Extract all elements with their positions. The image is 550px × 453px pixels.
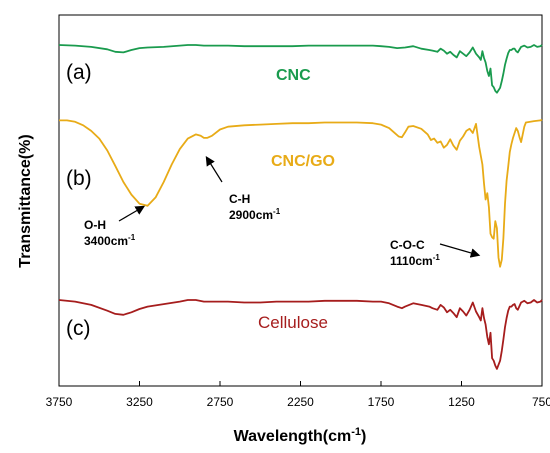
series-label-cnc-go: CNC/GO (271, 153, 335, 170)
x-tick-label: 2750 (207, 395, 234, 409)
annotation-ch-arrow (205, 155, 223, 183)
annotation-oh-number: 3400cm (84, 234, 128, 248)
x-tick-label: 1750 (368, 395, 395, 409)
series-lines (58, 44, 543, 370)
x-tick-label: 3250 (126, 395, 153, 409)
annotation-coc-label: C-O-C (390, 238, 425, 252)
x-tick-label: 2250 (287, 395, 314, 409)
x-tick-label: 1250 (448, 395, 475, 409)
series-line-cnc-go (59, 118, 543, 268)
annotation-oh-sup: -1 (128, 233, 136, 242)
x-axis-title: Wavelength(cm-1) (234, 426, 367, 445)
x-axis-title-main: Wavelength(cm (234, 428, 352, 445)
x-tick-label: 750 (532, 395, 550, 409)
annotation-ch-number: 2900cm (229, 208, 273, 222)
y-axis-title: Transmittance(%) (17, 134, 34, 267)
annotation-ch-sup: -1 (273, 207, 281, 216)
series-line-cnc (58, 44, 543, 94)
annotation-oh-value: 3400cm-1 (84, 233, 136, 248)
x-axis-title-close: ) (361, 428, 366, 445)
panel-label-c: (c) (66, 317, 91, 340)
annotation-oh-label: O-H (84, 218, 106, 232)
annotation-coc-sup: -1 (433, 253, 441, 262)
x-tick-label: 3750 (46, 395, 73, 409)
x-ticks: 3750 3250 2750 2250 1750 1250 750 (46, 381, 550, 409)
annotation-coc-number: 1110cm (390, 254, 433, 268)
series-line-cellulose (58, 299, 543, 370)
x-axis-title-sup: -1 (351, 426, 361, 438)
annotation-ch-label: C-H (229, 192, 250, 206)
panel-label-a: (a) (66, 61, 92, 84)
annotation-ch-value: 2900cm-1 (229, 207, 281, 222)
series-label-cellulose: Cellulose (258, 313, 328, 332)
series-label-cnc: CNC (276, 67, 311, 84)
annotation-coc-arrow (439, 243, 481, 258)
panel-label-b: (b) (66, 167, 92, 190)
annotation-oh-arrow (118, 205, 146, 222)
annotation-coc-value: 1110cm-1 (390, 253, 440, 268)
